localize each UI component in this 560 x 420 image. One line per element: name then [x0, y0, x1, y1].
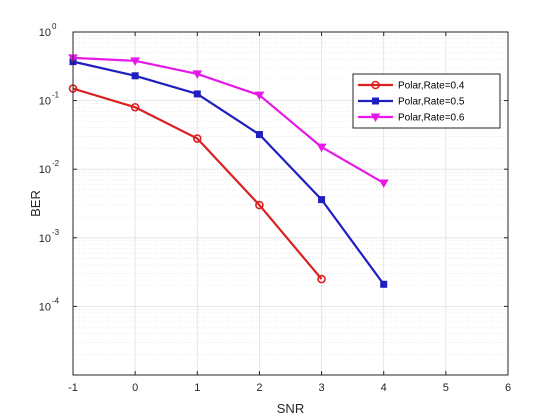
- data-point: [131, 72, 139, 80]
- data-point: [380, 280, 388, 288]
- x-tick-label: 3: [319, 382, 325, 394]
- legend-entry: Polar,Rate=0.6: [358, 113, 465, 124]
- plot-frame: [72, 31, 509, 376]
- legend-swatch-marker: [372, 97, 379, 105]
- series-line: [72, 60, 385, 285]
- legend-label: Polar,Rate=0.5: [398, 97, 465, 108]
- y-tick-label: 10: [39, 301, 51, 313]
- x-tick-label: 0: [132, 382, 138, 394]
- y-tick-label: 10: [39, 27, 51, 39]
- legend-swatch-marker: [370, 113, 381, 123]
- y-tick-exponent: -4: [52, 296, 60, 305]
- data-point: [378, 179, 389, 188]
- y-axis-label: BER: [28, 190, 43, 217]
- legend-label: Polar,Rate=0.6: [398, 113, 465, 124]
- data-point: [318, 196, 326, 204]
- series-3: [68, 54, 389, 188]
- y-tick-label: 10: [39, 233, 51, 245]
- x-axis-label: SNR: [277, 401, 304, 416]
- data-point: [316, 143, 327, 153]
- data-point: [255, 131, 263, 139]
- data-point: [192, 134, 202, 143]
- x-tick-label: 5: [443, 382, 449, 394]
- series-line: [72, 56, 385, 184]
- x-tick-labels: -1 0 1 2 3 4 5 6: [68, 382, 511, 394]
- x-tick-label: 2: [256, 382, 262, 394]
- minor-grid: [73, 34, 508, 355]
- y-tick-label: 10: [39, 96, 51, 108]
- y-tick-exponent: -2: [52, 159, 60, 168]
- data-point: [130, 102, 140, 112]
- series-2: [69, 58, 388, 288]
- series-1: [68, 84, 326, 284]
- y-tick-label: 10: [39, 164, 51, 176]
- legend-entry: Polar,Rate=0.4: [358, 81, 465, 92]
- legend-label: Polar,Rate=0.4: [398, 81, 465, 92]
- series-layer: [68, 54, 389, 288]
- axis-ticks: [72, 31, 509, 375]
- y-tick-exponent: -1: [52, 91, 60, 100]
- x-tick-label: 6: [505, 382, 511, 394]
- data-point: [317, 274, 326, 284]
- data-point: [255, 200, 264, 210]
- x-tick-label: -1: [68, 382, 78, 394]
- y-tick-exponent: -3: [52, 228, 60, 237]
- legend-entry: Polar,Rate=0.5: [358, 97, 465, 108]
- y-tick-exponent: 0: [52, 22, 57, 31]
- legend-swatch-marker: [371, 80, 380, 90]
- data-point: [193, 90, 201, 98]
- data-point: [130, 57, 141, 66]
- data-point: [192, 70, 203, 79]
- x-tick-label: 1: [194, 382, 200, 394]
- legend: Polar,Rate=0.4 Polar,Rate=0.5 Polar,Rate=0…: [352, 73, 501, 129]
- x-tick-label: 4: [381, 382, 387, 394]
- data-point: [254, 91, 265, 101]
- series-line: [72, 87, 323, 280]
